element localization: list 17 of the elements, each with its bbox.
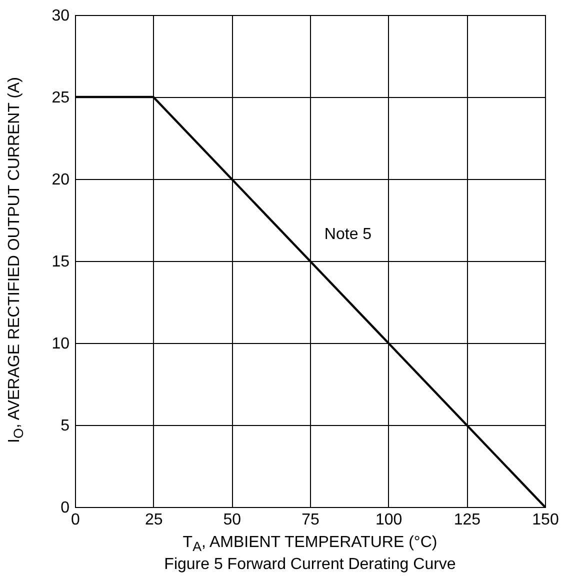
x-tick-label: 100 xyxy=(375,512,402,528)
text: Figure 5 Forward Current Derating Curve xyxy=(164,556,456,574)
x-tick-label: 75 xyxy=(302,512,320,528)
y-tick-label: 15 xyxy=(52,254,70,270)
y-tick-label: 0 xyxy=(60,500,70,516)
x-axis-title: T$_{A}$, AMBIENT TEMPERATURE (°C) xyxy=(182,534,438,554)
x-tick-label: 50 xyxy=(223,512,242,528)
y-tick-label: 25 xyxy=(52,90,70,106)
y-tick-label: 10 xyxy=(52,336,70,352)
y-tick-label: 30 xyxy=(52,8,70,24)
x-tick-label: 150 xyxy=(532,512,559,528)
x-tick-label: 125 xyxy=(454,512,481,528)
y-tick-label: 20 xyxy=(52,172,70,188)
x-tick-label: 25 xyxy=(144,512,163,528)
annotation: Note 5 xyxy=(324,226,372,244)
y-tick-label: 5 xyxy=(60,418,70,434)
x-tick-label: 0 xyxy=(71,512,80,528)
